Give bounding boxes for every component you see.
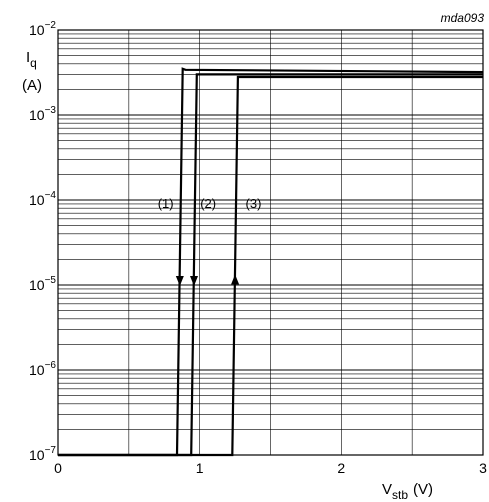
x-tick-label: 2 xyxy=(337,460,345,476)
plot-frame xyxy=(57,29,484,456)
y-axis-label: Iq xyxy=(26,49,37,70)
series-arrow-1 xyxy=(175,276,184,286)
x-tick-label: 1 xyxy=(196,460,204,476)
y-tick-label: 10−4 xyxy=(29,190,56,208)
y-tick-label: 10−7 xyxy=(29,445,56,463)
x-tick-label: 0 xyxy=(54,460,62,476)
labels: 0 1 2 3 10−7 10−6 10−5 10−4 10−3 10−2 (1) (2) (3) xyxy=(29,20,487,476)
x-axis-label-sub: stb xyxy=(392,488,408,502)
series-label-3: (3) xyxy=(246,196,262,211)
y-axis-label-main: I xyxy=(26,49,30,66)
series-arrow-3 xyxy=(231,274,240,285)
y-axis-unit: (A) xyxy=(22,77,42,94)
x-axis-label-unit: (V) xyxy=(413,481,433,498)
y-axis-label-sub: q xyxy=(30,56,37,70)
x-axis-label: Vstb (V) xyxy=(382,481,433,502)
x-axis-label-main: V xyxy=(382,481,392,498)
series-label-2: (2) xyxy=(200,196,216,211)
y-tick-label: 10−2 xyxy=(29,20,56,38)
series-arrow-2 xyxy=(190,276,198,286)
series-line-3 xyxy=(58,75,483,457)
curves xyxy=(58,67,484,457)
y-tick-label: 10−3 xyxy=(29,105,56,123)
y-tick-label: 10−5 xyxy=(29,275,56,293)
x-tick-label: 3 xyxy=(479,460,487,476)
series-label-1: (1) xyxy=(158,196,174,211)
y-tick-label: 10−6 xyxy=(29,360,56,378)
figure-reference: mda093 xyxy=(441,11,485,25)
grid xyxy=(57,30,484,456)
